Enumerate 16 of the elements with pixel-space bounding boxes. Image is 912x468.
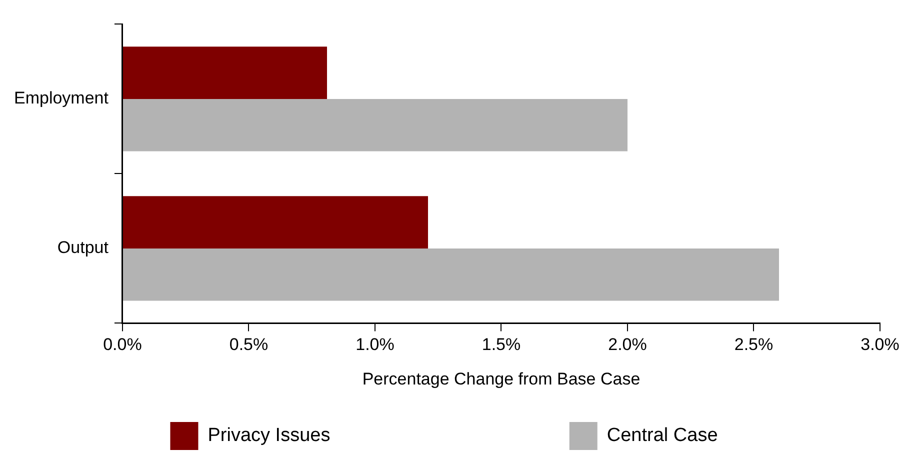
y-tick-label: Output xyxy=(57,238,109,258)
legend-label: Central Case xyxy=(606,425,718,446)
x-tick-label: 3.0% xyxy=(860,335,900,354)
bar xyxy=(122,46,328,99)
x-tick-label: 1.5% xyxy=(482,335,521,354)
y-tick-label: Employment xyxy=(14,88,109,108)
x-axis-title: Percentage Change from Base Case xyxy=(362,369,640,388)
legend-label: Privacy Issues xyxy=(208,425,542,446)
x-tick-label: 1.0% xyxy=(356,335,394,354)
x-tick-label: 2.5% xyxy=(734,335,774,354)
x-tick-label: 0.5% xyxy=(229,335,268,354)
x-tick-label: 0.0% xyxy=(103,335,142,354)
x-tick-label: 2.0% xyxy=(608,335,647,354)
bar xyxy=(122,98,628,152)
bar xyxy=(122,196,428,248)
bar xyxy=(122,248,779,301)
